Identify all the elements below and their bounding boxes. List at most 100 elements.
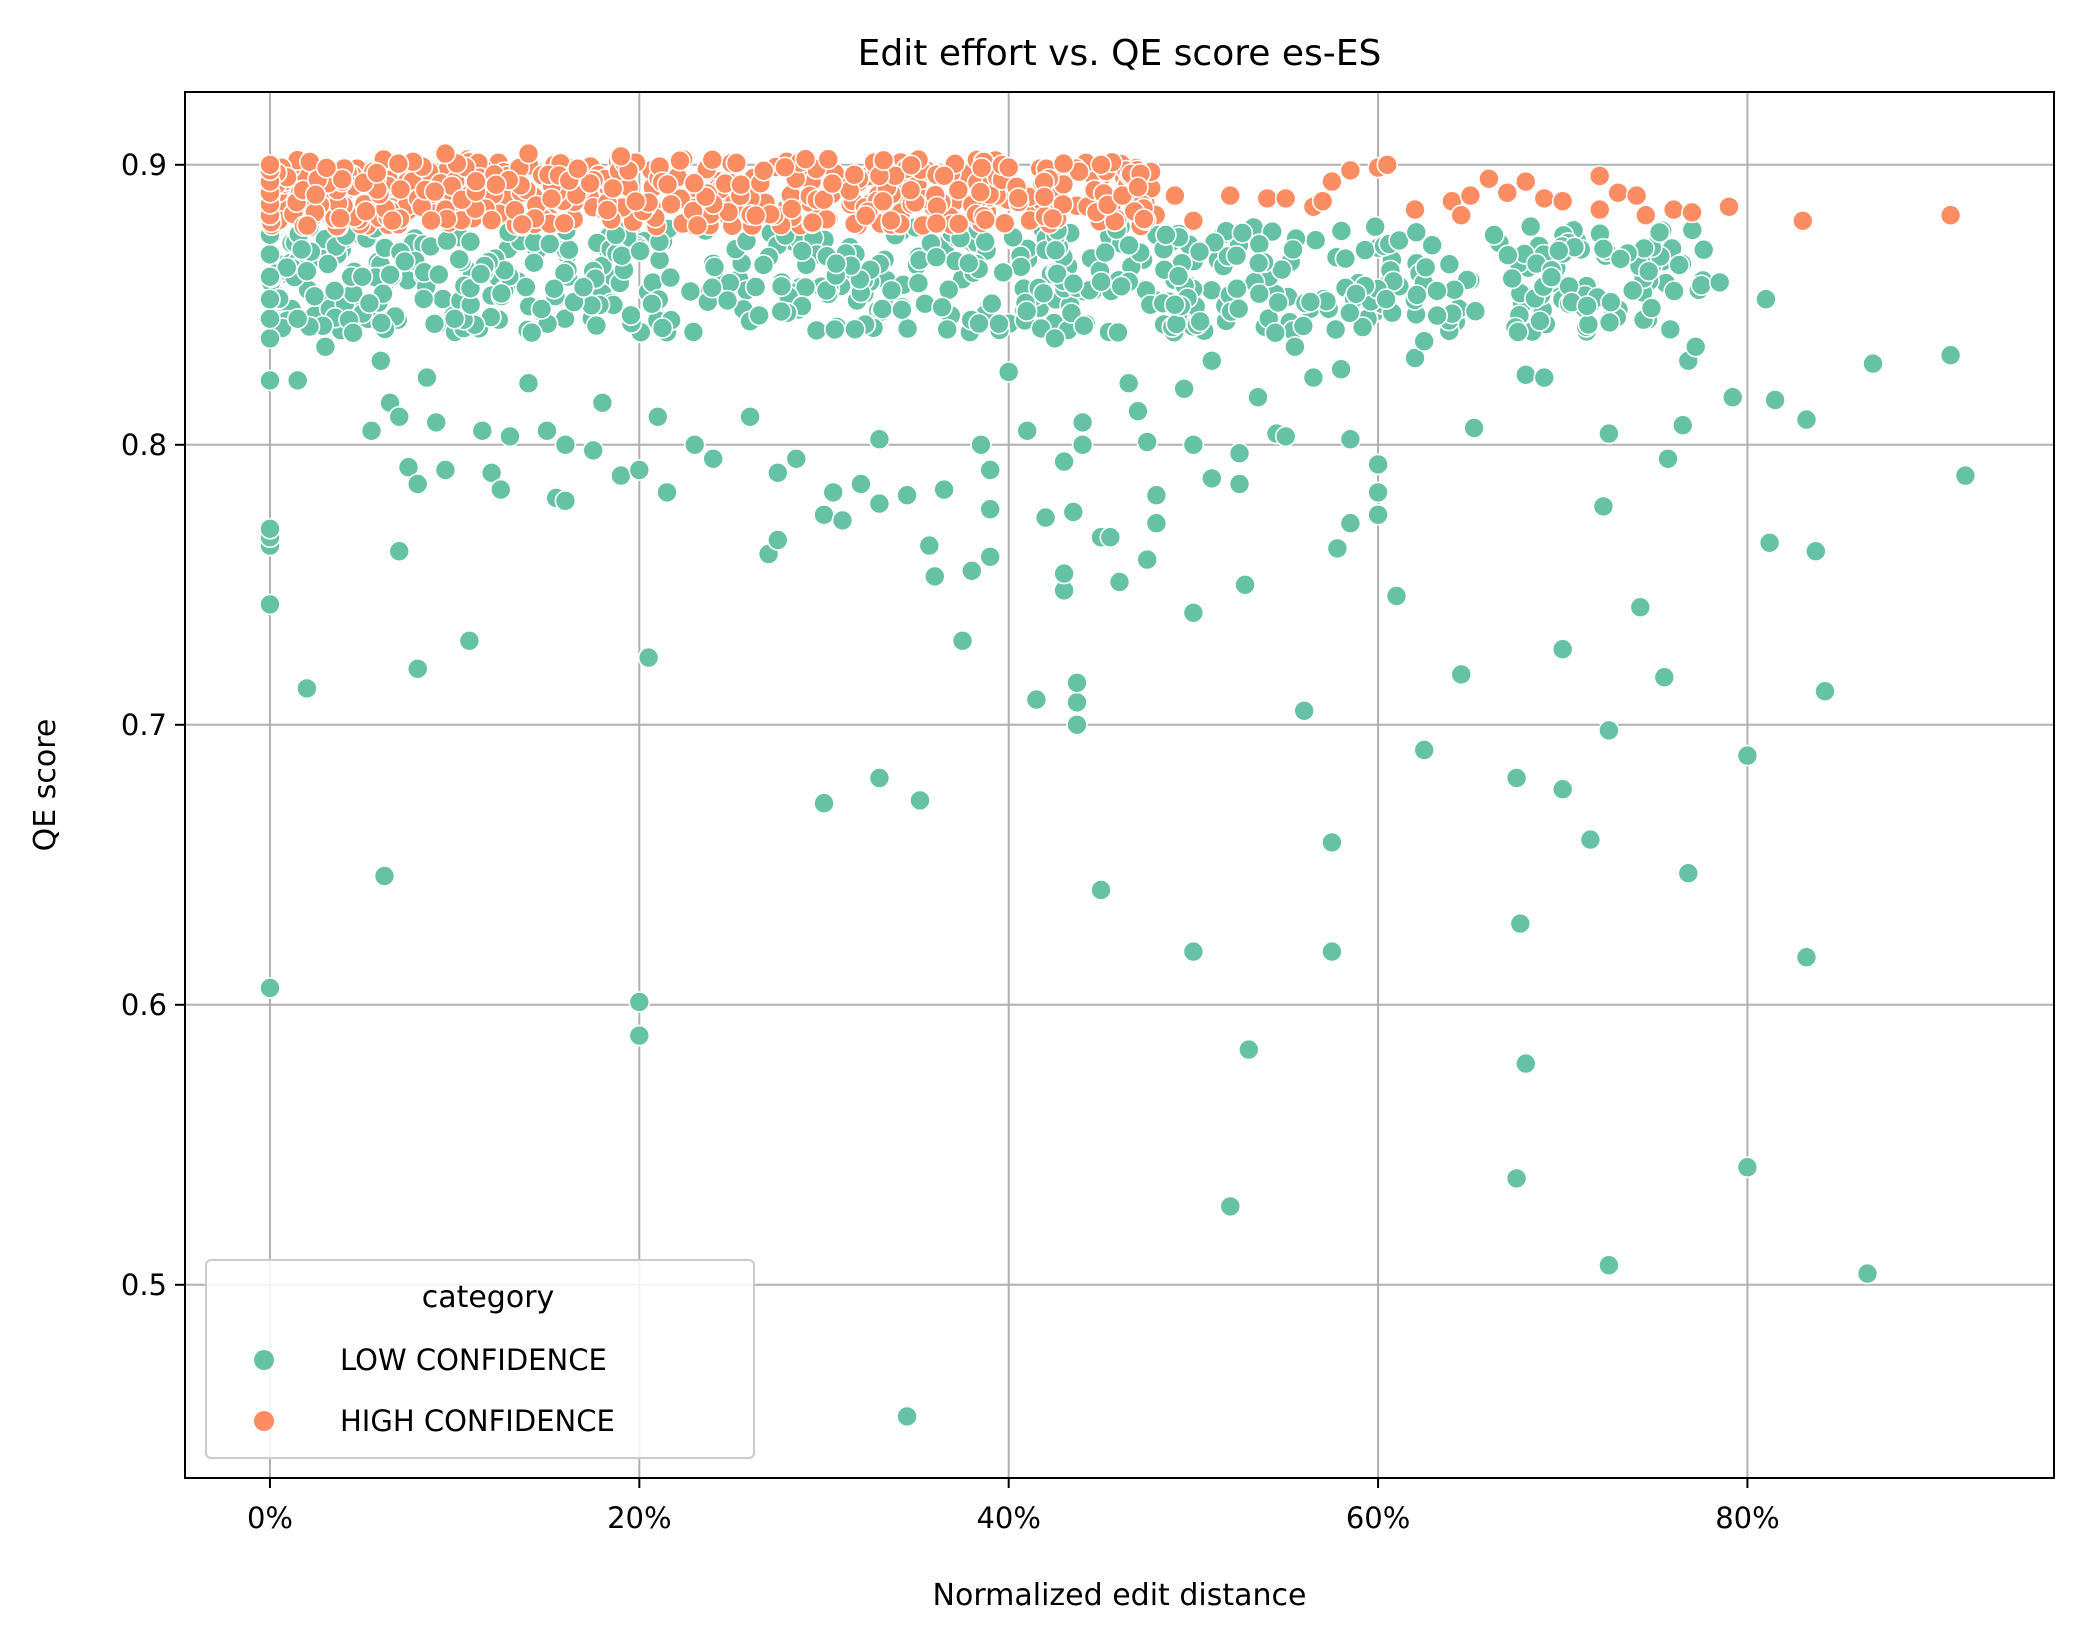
low-confidence-point (1231, 222, 1254, 244)
high-confidence-point (1515, 170, 1537, 193)
low-confidence-point (611, 245, 633, 267)
low-confidence-point (770, 275, 793, 298)
y-tick-label: 0.5 (121, 1268, 167, 1302)
low-confidence-point (1551, 638, 1574, 661)
high-confidence-point (801, 211, 824, 234)
low-confidence-point (701, 276, 724, 299)
low-confidence-point (1640, 297, 1663, 319)
high-confidence-point (423, 180, 446, 203)
low-confidence-point (1413, 739, 1435, 761)
low-confidence-point (1354, 239, 1376, 261)
low-confidence-point (1234, 573, 1256, 596)
x-tick-label: 80% (1715, 1501, 1779, 1535)
low-confidence-point (1226, 277, 1248, 300)
low-confidence-point (1090, 879, 1112, 901)
low-confidence-point (925, 246, 948, 269)
low-confidence-point (388, 540, 411, 563)
low-confidence-point (748, 304, 770, 327)
low-confidence-point (538, 233, 561, 255)
high-confidence-point (420, 209, 442, 232)
low-confidence-point (1375, 288, 1397, 310)
high-confidence-point (1718, 196, 1740, 218)
low-confidence-point (1053, 562, 1075, 585)
high-confidence-point (1459, 184, 1482, 207)
low-confidence-point (585, 314, 608, 337)
x-tick-label: 0% (247, 1501, 293, 1535)
high-confidence-point (566, 157, 589, 180)
low-confidence-point (825, 252, 848, 275)
high-confidence-point (656, 173, 679, 196)
low-confidence-point (850, 473, 872, 495)
low-confidence-point (1066, 691, 1088, 714)
low-confidence-point (637, 646, 660, 669)
low-confidence-point (1648, 221, 1671, 244)
low-confidence-point (1182, 940, 1205, 963)
low-confidence-point (1066, 713, 1088, 736)
low-confidence-point (1238, 1038, 1260, 1061)
high-confidence-point (843, 164, 866, 186)
low-confidence-point (868, 767, 891, 789)
low-confidence-point (1090, 270, 1112, 293)
high-confidence-point (315, 157, 338, 179)
high-confidence-point (900, 154, 922, 177)
y-tick-label: 0.9 (121, 148, 167, 182)
high-confidence-point (1588, 198, 1611, 221)
low-confidence-point (1339, 428, 1362, 451)
low-confidence-point (679, 280, 702, 303)
low-confidence-point (517, 372, 540, 395)
low-confidence-point (1062, 501, 1085, 523)
low-confidence-point (1053, 450, 1075, 473)
low-confidence-point (436, 229, 458, 252)
high-confidence-point (880, 209, 902, 232)
high-confidence-point (686, 214, 709, 237)
low-confidence-point (1330, 220, 1353, 242)
high-confidence-point (1376, 154, 1399, 176)
high-confidence-point (389, 178, 412, 201)
high-confidence-point (925, 212, 948, 235)
high-confidence-point (970, 157, 993, 179)
low-confidence-point (1862, 352, 1884, 375)
low-confidence-point (1225, 244, 1248, 267)
low-confidence-point (351, 265, 374, 288)
low-confidence-point (1334, 247, 1357, 270)
low-confidence-point (718, 272, 741, 294)
low-confidence-point (558, 238, 580, 261)
legend-box (205, 1259, 755, 1459)
high-confidence-point (899, 179, 922, 202)
high-confidence-point (355, 200, 377, 222)
low-confidence-point (388, 405, 411, 428)
low-confidence-point (791, 240, 814, 262)
low-confidence-point (1533, 366, 1556, 389)
low-confidence-point (1653, 666, 1676, 689)
low-confidence-point (1145, 512, 1168, 535)
low-confidence-point (286, 369, 309, 392)
high-confidence-point (1533, 187, 1556, 210)
low-confidence-point (1404, 347, 1426, 369)
low-confidence-point (1071, 411, 1094, 434)
low-confidence-point (469, 263, 492, 285)
low-confidence-point (1592, 238, 1615, 260)
low-confidence-point (1173, 377, 1195, 400)
low-confidence-point (1509, 912, 1532, 935)
low-confidence-point (1292, 315, 1315, 337)
low-confidence-point (1515, 363, 1537, 386)
low-confidence-point (1304, 229, 1327, 251)
low-confidence-point (1118, 234, 1140, 257)
low-confidence-point (1438, 253, 1461, 276)
low-confidence-point (1755, 288, 1777, 311)
low-confidence-point (259, 593, 281, 616)
low-confidence-point (1540, 266, 1563, 289)
high-confidence-point (259, 154, 281, 176)
low-confidence-point (1136, 548, 1158, 571)
low-confidence-point (1463, 417, 1485, 439)
low-confidence-point (523, 251, 545, 274)
low-confidence-point (1345, 283, 1367, 305)
low-confidence-point (1032, 282, 1055, 305)
low-confidence-point (868, 492, 891, 515)
low-confidence-point (1450, 663, 1472, 686)
low-confidence-point (1677, 862, 1700, 885)
low-confidence-point (1321, 831, 1343, 854)
low-confidence-point (1367, 481, 1389, 504)
high-confidence-point (1792, 210, 1814, 232)
